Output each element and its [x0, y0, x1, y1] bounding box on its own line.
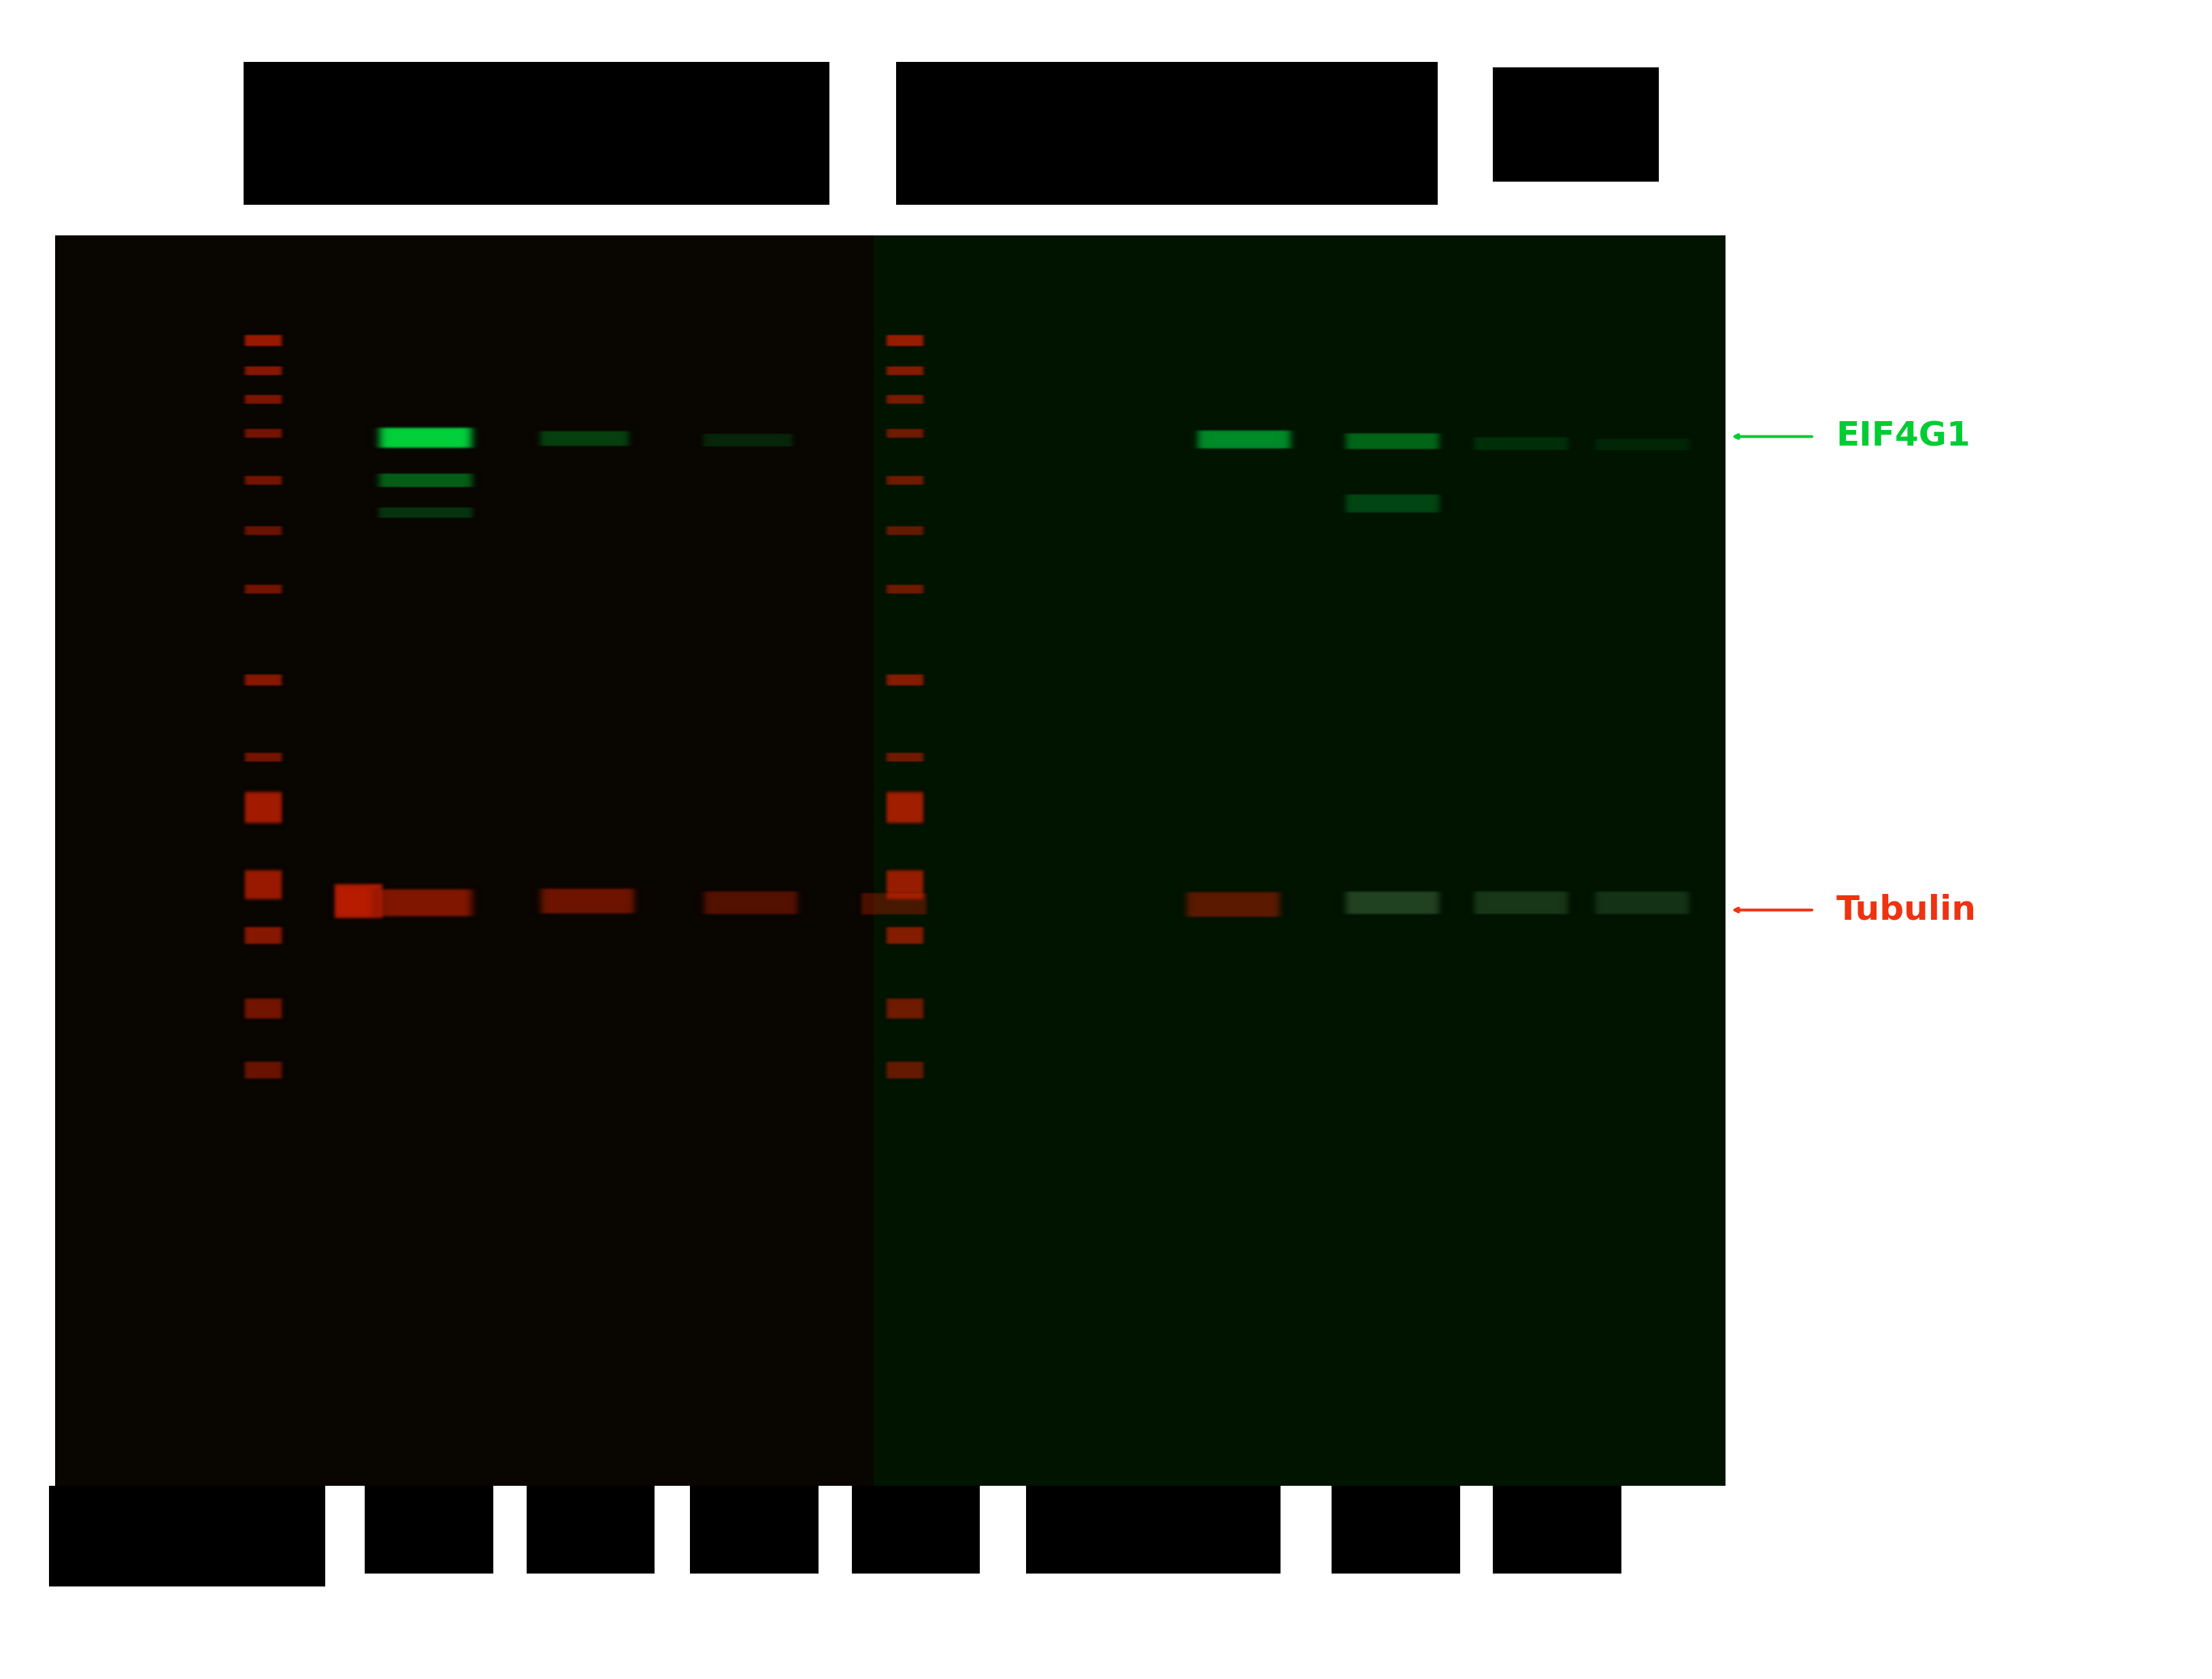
Bar [243, 62, 830, 205]
Bar [55, 235, 874, 1486]
Bar [690, 1486, 818, 1573]
Bar [1026, 1486, 1281, 1573]
Bar [1332, 1486, 1460, 1573]
Bar [874, 235, 1725, 1486]
Bar [1493, 1486, 1621, 1573]
Bar [526, 1486, 655, 1573]
Text: EIF4G1: EIF4G1 [1836, 420, 1971, 453]
Bar [1493, 67, 1659, 181]
Bar [365, 1486, 493, 1573]
Text: Tubulin: Tubulin [1836, 893, 1975, 927]
Bar [49, 1486, 325, 1587]
Bar [852, 1486, 980, 1573]
Bar [896, 62, 1438, 205]
